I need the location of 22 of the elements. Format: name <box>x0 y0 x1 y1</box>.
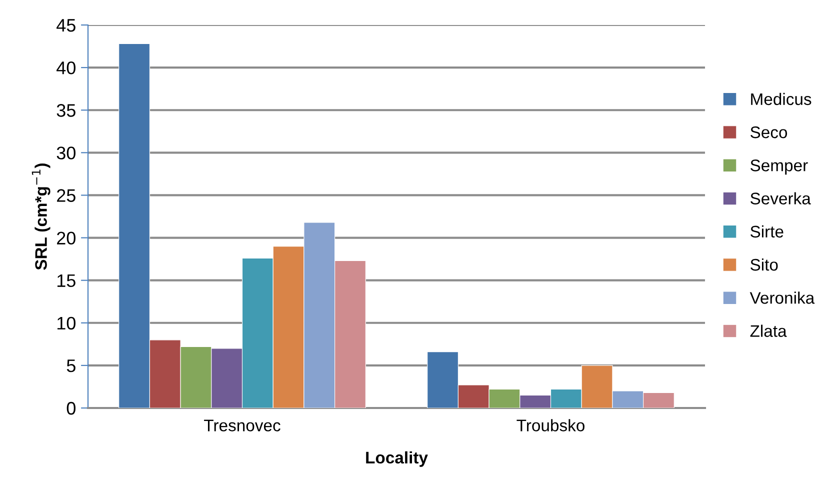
x-axis-title: Locality <box>366 451 428 467</box>
y-tick-label: 15 <box>57 274 76 288</box>
y-tick-label: 35 <box>56 104 76 117</box>
x-tick-label: Troubsko <box>516 419 584 432</box>
legend-label: Medicus <box>751 92 812 106</box>
legend-label: Zlata <box>750 324 787 337</box>
y-tick-label: 30 <box>56 146 76 160</box>
y-tick-label: 40 <box>56 61 76 74</box>
legend-label: Severka <box>750 192 811 204</box>
y-tick-label: 5 <box>66 360 76 372</box>
legend-label: Semper <box>750 160 808 175</box>
legend-label: Sito <box>750 258 778 271</box>
legend-label: Seco <box>750 126 788 138</box>
y-axis-title: SRL (cm*g$^{−1}$) <box>32 164 50 270</box>
y-tick-label: 10 <box>57 316 76 330</box>
y-tick-label: 25 <box>57 189 76 202</box>
x-tick-label: Tresnovec <box>204 420 280 432</box>
y-tick-label: 45 <box>56 19 76 32</box>
legend-label: Veronika <box>750 292 815 304</box>
legend-label: Sirte <box>750 225 784 238</box>
y-tick-label: 20 <box>57 232 76 244</box>
y-tick-label: 0 <box>66 402 76 415</box>
